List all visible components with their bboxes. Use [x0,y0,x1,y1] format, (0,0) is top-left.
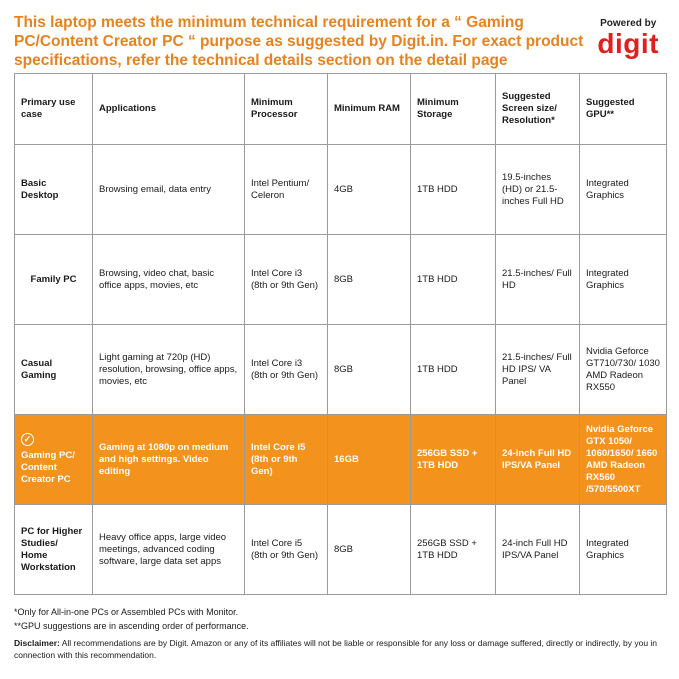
gpu-cell: Integrated Graphics [579,144,667,235]
recommendation-table: Primary use case Applications Minimum Pr… [14,73,667,595]
header-ram: Minimum RAM [327,73,411,145]
ram-cell: 16GB [327,414,411,505]
table-row: Casual Gaming Light gaming at 720p (HD) … [14,324,667,415]
processor-cell: Intel Core i5 (8th or 9th Gen) [244,504,328,595]
header-primary-use-case: Primary use case [14,73,93,145]
storage-cell: 1TB HDD [410,144,496,235]
brand-badge: Powered by digit [597,18,659,58]
gpu-cell: Nvidia Geforce GTX 1050/ 1060/1650/ 1660… [579,414,667,505]
disclaimer-label: Disclaimer: [14,638,60,648]
header-storage: Minimum Storage [410,73,496,145]
processor-cell: Intel Core i3 (8th or 9th Gen) [244,234,328,325]
ram-cell: 8GB [327,234,411,325]
table-row: Family PC Browsing, video chat, basic of… [14,234,667,325]
digit-logo: digit [597,28,659,59]
table-row: Basic Desktop Browsing email, data entry… [14,144,667,235]
highlighted-table-row: ✓ Gaming PC/ Content Creator PC Gaming a… [14,414,667,505]
use-case-cell: Casual Gaming [14,324,93,415]
footnote-screen: *Only for All-in-one PCs or Assembled PC… [14,607,239,617]
applications-cell: Heavy office apps, large video meetings,… [92,504,245,595]
ram-cell: 4GB [327,144,411,235]
ram-cell: 8GB [327,324,411,415]
table-header-row: Primary use case Applications Minimum Pr… [14,73,667,145]
applications-cell: Gaming at 1080p on medium and high setti… [92,414,245,505]
storage-cell: 256GB SSD + 1TB HDD [410,504,496,595]
powered-by-label: Powered by [600,18,657,29]
use-case-cell: Basic Desktop [14,144,93,235]
header-processor: Minimum Processor [244,73,328,145]
screen-cell: 24-inch Full HD IPS/VA Panel [495,414,580,505]
processor-cell: Intel Core i3 (8th or 9th Gen) [244,324,328,415]
gpu-cell: Nvidia Geforce GT710/730/ 1030 AMD Radeo… [579,324,667,415]
storage-cell: 256GB SSD + 1TB HDD [410,414,496,505]
header-applications: Applications [92,73,245,145]
screen-cell: 21.5-inches/ Full HD IPS/ VA Panel [495,324,580,415]
header-screen: Suggested Screen size/ Resolution* [495,73,580,145]
applications-cell: Browsing email, data entry [92,144,245,235]
use-case-cell: ✓ Gaming PC/ Content Creator PC [14,414,93,505]
screen-cell: 24-inch Full HD IPS/VA Panel [495,504,580,595]
disclaimer-text: All recommendations are by Digit. Amazon… [14,638,658,660]
use-case-label: Gaming PC/ Content Creator PC [21,450,75,485]
gpu-cell: Integrated Graphics [579,234,667,325]
gpu-cell: Integrated Graphics [579,504,667,595]
screen-cell: 19.5-inches (HD) or 21.5-inches Full HD [495,144,580,235]
screen-cell: 21.5-inches/ Full HD [495,234,580,325]
applications-cell: Light gaming at 720p (HD) resolution, br… [92,324,245,415]
footnote-gpu: **GPU suggestions are in ascending order… [14,621,249,631]
use-case-cell: Family PC [14,234,93,325]
processor-cell: Intel Core i5 (8th or 9th Gen) [244,414,328,505]
disclaimer: Disclaimer: All recommendations are by D… [14,637,674,661]
header-gpu: Suggested GPU** [579,73,667,145]
headline: This laptop meets the minimum technical … [14,14,584,69]
use-case-cell: PC for Higher Studies/ Home Workstation [14,504,93,595]
storage-cell: 1TB HDD [410,234,496,325]
processor-cell: Intel Pentium/ Celeron [244,144,328,235]
applications-cell: Browsing, video chat, basic office apps,… [92,234,245,325]
storage-cell: 1TB HDD [410,324,496,415]
ram-cell: 8GB [327,504,411,595]
check-circle-icon: ✓ [21,433,34,446]
table-row: PC for Higher Studies/ Home Workstation … [14,504,667,595]
